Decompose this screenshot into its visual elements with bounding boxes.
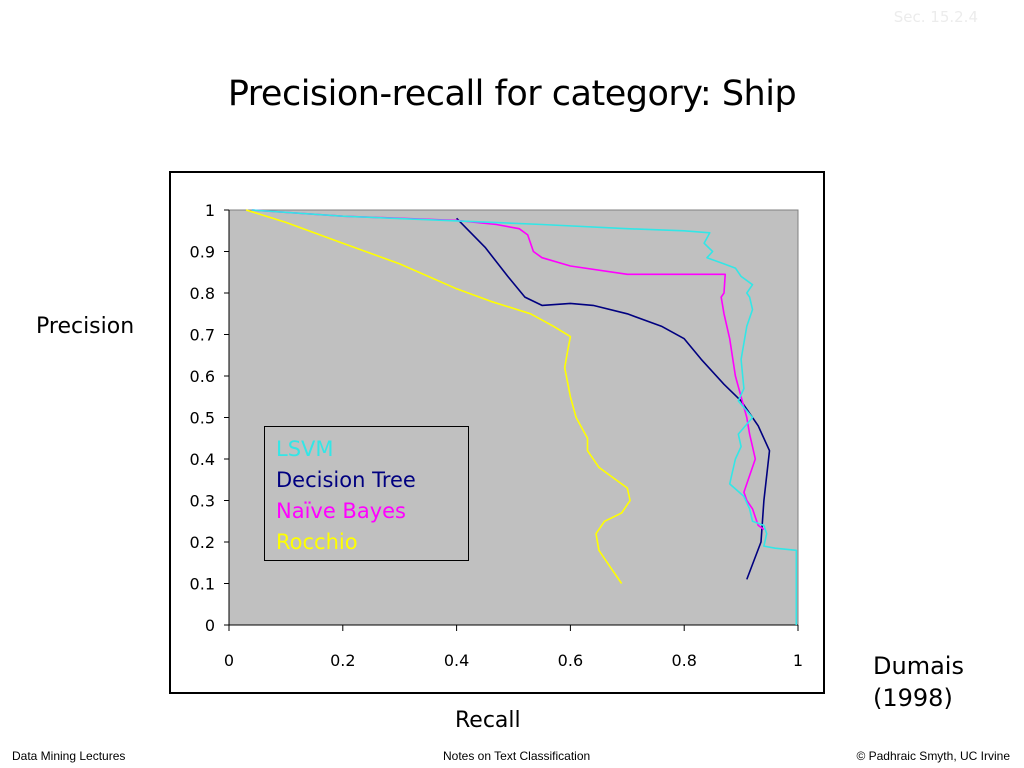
x-tick-label: 0.6: [558, 651, 583, 670]
section-reference: Sec. 15.2.4: [893, 8, 978, 26]
x-tick-label: 0.2: [330, 651, 355, 670]
y-tick-label: 1: [205, 201, 215, 220]
slide-title: Precision-recall for category: Ship: [227, 74, 797, 114]
plot-area: [228, 209, 799, 626]
legend-item-lsvm: LSVM: [276, 437, 334, 461]
series-lines: [245, 209, 798, 625]
x-axis-label: Recall: [455, 708, 521, 733]
series-line-na-ve-bayes: [251, 209, 765, 531]
y-tick-label: 0.2: [190, 533, 215, 552]
y-tick-label: 0.1: [190, 575, 215, 594]
y-tick-label: 0.6: [190, 367, 215, 386]
footer-right: © Padhraic Smyth, UC Irvine: [856, 749, 1010, 763]
citation-year: (1998): [873, 684, 953, 712]
y-tick-label: 0.3: [190, 492, 215, 511]
x-tick-label: 0: [224, 651, 234, 670]
legend-item-decision-tree: Decision Tree: [276, 468, 416, 492]
series-line-decision-tree: [456, 217, 771, 580]
y-tick-label: 0.5: [190, 409, 215, 428]
legend-item-naive-bayes: Naïve Bayes: [276, 499, 406, 523]
x-tick-label: 0.8: [671, 651, 696, 670]
y-tick-label: 0.9: [190, 243, 215, 262]
footer-center: Notes on Text Classification: [443, 749, 591, 763]
y-tick-label: 0.7: [190, 326, 215, 345]
x-tick-label: 0.4: [444, 651, 469, 670]
y-tick-label: 0.4: [190, 450, 215, 469]
series-line-lsvm: [251, 209, 798, 625]
legend-item-rocchio: Rocchio: [276, 530, 358, 554]
y-tick-label: 0: [205, 616, 215, 635]
x-tick-label: 1: [793, 651, 803, 670]
y-axis-label: Precision: [36, 314, 135, 339]
axes: 0 0.1 0.2 0.3 0.4 0.5 0.6 0.7 0.8 0.9 1 0 0.2 0.4 0.6 0…: [190, 201, 804, 670]
citation: Dumais (1998): [873, 650, 964, 714]
legend: LSVM Decision Tree Naïve Bayes Rocchio: [264, 426, 469, 561]
y-tick-label: 0.8: [190, 284, 215, 303]
series-line-rocchio: [245, 209, 631, 584]
footer-left: Data Mining Lectures: [12, 749, 126, 763]
citation-author: Dumais: [873, 652, 964, 680]
